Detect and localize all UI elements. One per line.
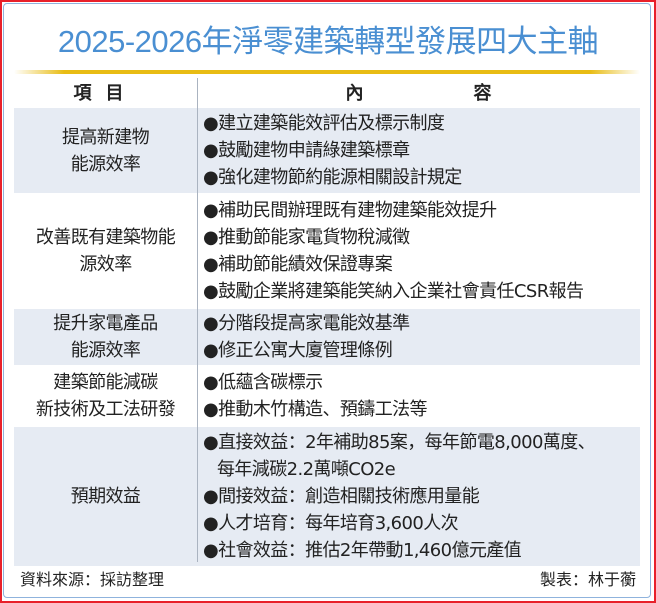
- table-row: 建築節能減碳 新技術及工法研發 ●低蘊含碳標示 ●推動木竹構造、預鑄工法等: [14, 367, 640, 425]
- row-content: ●建立建築能效評估及標示制度 ●鼓勵建物申請綠建築標章 ●強化建物節約能源相關設計規…: [197, 108, 640, 193]
- inner-border: [3, 3, 651, 598]
- list-item: ●修正公寓大廈管理條例: [203, 340, 393, 361]
- table-row: 提高新建物能源效率 ●建立建築能效評估及標示制度 ●鼓勵建物申請綠建築標章 ●強化建物…: [14, 108, 640, 193]
- row-label-line: 預期效益: [70, 486, 141, 507]
- list-item: ●建立建築能效評估及標示制度: [203, 113, 445, 134]
- row-label-line: 源效率: [79, 254, 132, 275]
- header-content: 內 容: [197, 78, 640, 108]
- column-divider: [197, 78, 198, 562]
- table-row: 改善既有建築物能 源效率 ●補助民間辦理既有建物建築能效提升 ●推動節能家電貨物稅減徵…: [14, 195, 640, 307]
- row-content: ●分階段提高家電能效基準 ●修正公寓大廈管理條例: [197, 309, 640, 365]
- header-content-b: 容: [473, 82, 492, 104]
- table-row: 預期效益 ●直接效益：2年補助85案，每年節電8,000萬度、每年減碳2.2萬噸C…: [14, 427, 640, 566]
- list-item: ●人才培育：每年培育3,600人次: [203, 513, 459, 534]
- list-item: ●低蘊含碳標示: [203, 372, 323, 393]
- table-row: 提升家電產品 能源效率 ●分階段提高家電能效基準 ●修正公寓大廈管理條例: [14, 309, 640, 365]
- row-label-line: 提升家電產品: [53, 313, 158, 334]
- source-note: 資料來源：採訪整理: [20, 570, 165, 589]
- row-label-line: 能源效率: [70, 340, 141, 361]
- list-item: ●直接效益：2年補助85案，每年節電8,000萬度、: [203, 432, 596, 453]
- row-content: ●補助民間辦理既有建物建築能效提升 ●推動節能家電貨物稅減徵 ●補助節能績效保證專案…: [197, 195, 640, 307]
- page-title: 2025-2026年淨零建築轉型發展四大主軸: [57, 24, 599, 59]
- row-label-line: 能源效率: [70, 153, 141, 175]
- header-content-a: 內: [345, 82, 364, 104]
- credit-note: 製表：林于蘅: [539, 570, 636, 589]
- list-item: ●分階段提高家電能效基準: [203, 313, 410, 334]
- row-label-line: 建築節能減碳: [53, 372, 158, 393]
- row-label-line: 提高新建物: [62, 126, 150, 148]
- list-item: ●強化建物節約能源相關設計規定: [203, 167, 462, 188]
- list-item: ●補助民間辦理既有建物建築能效提升: [203, 200, 497, 221]
- list-item: ●社會效益：推估2年帶動1,460億元產值: [203, 540, 522, 561]
- list-item: ●鼓勵企業將建築能笑納入企業社會責任CSR報告: [203, 281, 584, 302]
- list-item: 每年減碳2.2萬噸CO2e: [217, 459, 396, 480]
- row-label: 預期效益: [14, 427, 197, 566]
- axis-table: 項目 內 容 提高新建物能源效率 ●建立建築能效評估及標示制度 ●鼓勵建物申請綠建築…: [14, 78, 640, 568]
- row-label-line: 新技術及工法研發: [35, 399, 176, 420]
- row-label: 提高新建物 能源效率: [14, 108, 197, 193]
- table-header: 項目 內 容: [14, 78, 640, 108]
- title-underline: [14, 70, 640, 74]
- row-label: 建築節能減碳 新技術及工法研發: [14, 367, 197, 425]
- row-content: ●直接效益：2年補助85案，每年節電8,000萬度、每年減碳2.2萬噸CO2e ●…: [197, 427, 640, 566]
- list-item: ●補助節能績效保證專案: [203, 254, 393, 275]
- list-item: ●推動木竹構造、預鑄工法等: [203, 399, 428, 420]
- list-item: ●推動節能家電貨物稅減徵: [203, 227, 410, 248]
- row-label: 改善既有建築物能 源效率: [14, 195, 197, 307]
- row-label-line: 改善既有建築物能: [35, 227, 176, 248]
- list-item: ●間接效益：創造相關技術應用量能: [203, 486, 480, 507]
- header-item: 項目: [73, 82, 138, 104]
- row-content: ●低蘊含碳標示 ●推動木竹構造、預鑄工法等: [197, 367, 640, 425]
- row-label: 提升家電產品 能源效率: [14, 309, 197, 365]
- list-item: ●鼓勵建物申請綠建築標章: [203, 140, 410, 161]
